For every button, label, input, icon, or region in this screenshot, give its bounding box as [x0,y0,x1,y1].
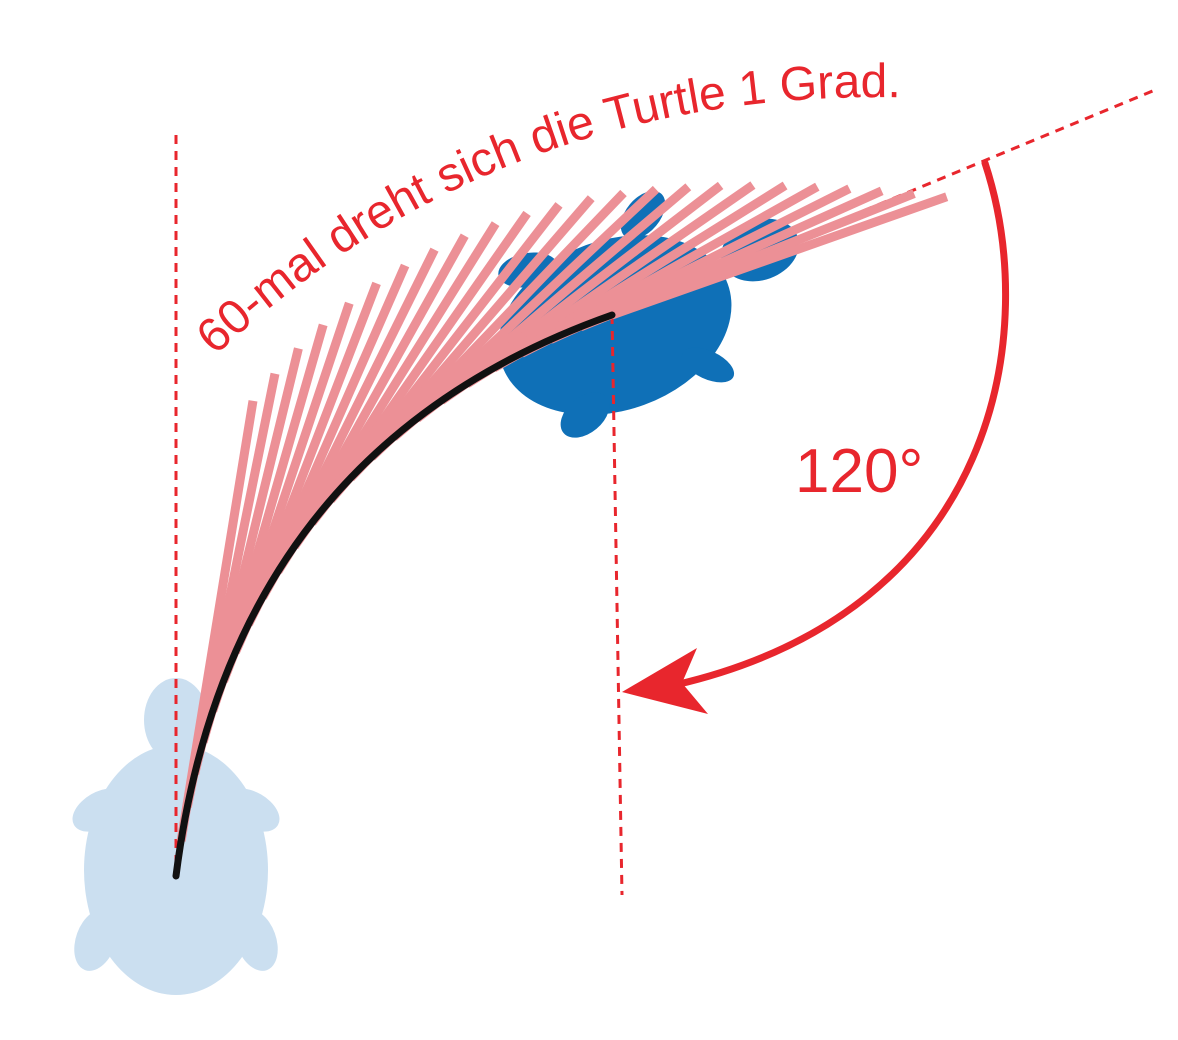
end-vertical-dashed-line [610,314,624,896]
angle-label: 120° [795,437,923,506]
rotation-arrow-icon [622,159,1010,714]
heading-ray [610,192,949,320]
heading-rays [176,181,949,842]
turtle-path-arc [172,311,616,880]
turtle-start-icon [72,678,280,995]
